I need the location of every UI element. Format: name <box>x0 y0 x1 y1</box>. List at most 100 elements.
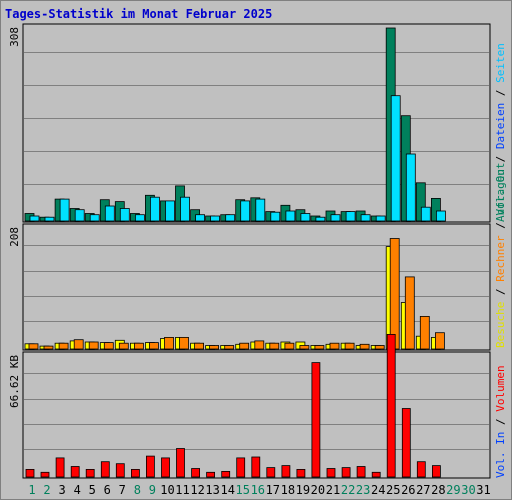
bar-rechner-day-5 <box>88 341 99 350</box>
bar-rechner-day-7 <box>118 342 129 350</box>
bar-volumen-day-10 <box>161 457 170 478</box>
bar-volumen-day-13 <box>206 471 216 478</box>
bar-rechner-day-28 <box>434 332 445 350</box>
bar-dateien-day-22 <box>345 211 356 222</box>
x-tick-label: 24 <box>371 483 385 497</box>
bar-volumen-day-12 <box>191 468 201 478</box>
bar-volumen-day-7 <box>115 463 125 478</box>
x-tick-label: 21 <box>326 483 340 497</box>
bar-dateien-day-26 <box>405 153 416 222</box>
x-tick-label: 30 <box>461 483 475 497</box>
side-legend-entry: / <box>494 216 507 236</box>
bar-volumen-day-20 <box>311 362 321 478</box>
bar-rechner-day-25 <box>389 238 400 350</box>
bar-rechner-day-27 <box>419 315 430 350</box>
bar-dateien-day-20 <box>315 216 326 222</box>
bar-volumen-day-17 <box>266 467 276 478</box>
bar-dateien-day-1 <box>29 215 40 222</box>
bar-dateien-day-25 <box>390 95 401 222</box>
chart-title: Tages-Statistik im Monat Februar 2025 <box>5 7 273 21</box>
bar-volumen-day-16 <box>251 456 261 478</box>
x-tick-label: 11 <box>175 483 189 497</box>
bar-dateien-day-12 <box>195 214 206 222</box>
x-tick-label: 13 <box>205 483 219 497</box>
bar-rechner-day-21 <box>329 342 340 350</box>
bar-rechner-day-23 <box>359 343 370 350</box>
x-tick-label: 1 <box>28 483 35 497</box>
x-tick-label: 14 <box>220 483 234 497</box>
x-tick-label: 4 <box>74 483 81 497</box>
bar-volumen-day-5 <box>85 468 95 478</box>
x-tick-label: 27 <box>416 483 430 497</box>
x-tick-label: 17 <box>266 483 280 497</box>
bar-dateien-day-3 <box>59 198 70 222</box>
bar-dateien-day-13 <box>210 215 221 222</box>
side-legend-2: Vol. In / Volumen <box>494 365 507 478</box>
x-tick-label: 20 <box>311 483 325 497</box>
x-tick-label: 10 <box>160 483 174 497</box>
side-legend-entry: Rechner <box>494 235 507 282</box>
bar-volumen-day-8 <box>130 468 140 478</box>
bar-dateien-day-14 <box>225 214 236 222</box>
bar-rechner-day-19 <box>299 345 310 350</box>
bar-dateien-day-5 <box>89 214 100 222</box>
side-legend-entry: Volumen <box>494 365 507 411</box>
x-tick-label: 25 <box>386 483 400 497</box>
bar-anfragen-day-27 <box>415 182 426 222</box>
x-tick-label: 7 <box>119 483 126 497</box>
bar-volumen-day-21 <box>326 468 336 478</box>
side-legend-entry: / <box>494 412 507 432</box>
x-tick-label: 22 <box>341 483 355 497</box>
y-max-label: 66.62 KB <box>8 355 21 408</box>
bar-volumen-day-3 <box>55 457 65 478</box>
y-max-label: 308 <box>8 27 21 47</box>
side-legend-0: Anfragen / Dateien / Seiten <box>494 43 507 222</box>
bar-dateien-day-15 <box>240 200 251 222</box>
side-legend-entry: Anfragen <box>494 169 507 222</box>
bar-rechner-day-10 <box>164 336 174 350</box>
bar-volumen-day-1 <box>25 468 35 478</box>
bar-dateien-day-23 <box>360 214 371 222</box>
x-tick-label: 5 <box>89 483 96 497</box>
bar-volumen-day-11 <box>176 448 185 478</box>
bar-volumen-day-28 <box>431 465 441 478</box>
side-legend-entry: Dateien <box>494 103 507 149</box>
side-legend-entry: Vol. Out <box>494 163 507 216</box>
side-legend-entry: / <box>494 149 507 169</box>
bar-rechner-day-20 <box>314 345 325 350</box>
bar-rechner-day-2 <box>43 345 54 350</box>
bar-volumen-day-26 <box>401 408 411 478</box>
bar-dateien-day-27 <box>420 206 431 222</box>
side-legend-entry: Besuche <box>494 302 507 348</box>
side-legend-entry: Seiten <box>494 43 507 83</box>
bar-rechner-day-9 <box>148 342 159 350</box>
bar-rechner-day-18 <box>284 342 295 350</box>
bar-dateien-day-10 <box>165 200 175 222</box>
bar-volumen-day-27 <box>416 461 426 478</box>
x-tick-label: 9 <box>149 483 156 497</box>
side-legend-entry: / <box>494 282 507 302</box>
x-tick-label: 12 <box>190 483 204 497</box>
bar-volumen-day-6 <box>100 461 110 478</box>
x-tick-label: 31 <box>476 483 490 497</box>
x-tick-label: 19 <box>296 483 310 497</box>
y-max-label: 208 <box>8 227 21 247</box>
bar-volumen-day-14 <box>221 470 231 478</box>
bar-volumen-day-23 <box>356 466 366 478</box>
bar-volumen-day-19 <box>296 468 306 478</box>
x-tick-label: 18 <box>281 483 295 497</box>
bar-dateien-day-19 <box>300 213 311 222</box>
side-legend-entry: Vol. In <box>494 432 507 478</box>
bar-rechner-day-6 <box>103 342 114 350</box>
bar-rechner-day-3 <box>58 342 69 350</box>
bar-dateien-day-7 <box>119 208 130 222</box>
x-tick-label: 16 <box>251 483 265 497</box>
bar-dateien-day-6 <box>104 205 115 222</box>
bar-dateien-day-21 <box>330 214 341 222</box>
x-tick-label: 2 <box>43 483 50 497</box>
bar-volumen-day-4 <box>70 466 80 478</box>
bar-volumen-day-9 <box>145 455 155 478</box>
bar-rechner-day-17 <box>269 342 280 350</box>
x-tick-label: 3 <box>58 483 65 497</box>
